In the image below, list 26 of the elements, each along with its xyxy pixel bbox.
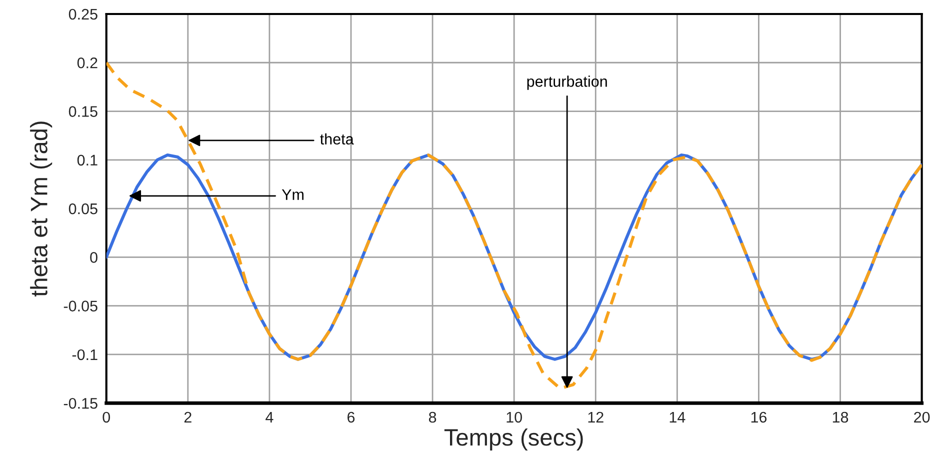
y-tick-label: 0.05 (68, 203, 98, 214)
y-tick-label: -0.05 (64, 300, 98, 312)
x-tick-label: 12 (588, 412, 604, 422)
x-tick-label: 4 (266, 412, 274, 422)
y-tick-label: -0.15 (64, 398, 98, 409)
annotation: perturbation (527, 76, 607, 90)
y-tick-label: 0 (90, 252, 98, 263)
y-tick-label: 0.2 (77, 57, 98, 68)
x-tick-label: 6 (348, 412, 355, 423)
y-tick-label: 0.15 (68, 106, 98, 117)
line-series (106, 61, 922, 390)
x-tick-label: 0 (102, 412, 110, 423)
y-tick-label: 0.1 (77, 154, 98, 166)
x-axis-title: Temps (secs) (444, 428, 583, 450)
y-tick-label: -0.1 (72, 349, 98, 360)
x-tick-label: 14 (670, 412, 686, 422)
x-tick-label: 16 (751, 412, 767, 423)
x-tick-label: 10 (506, 412, 522, 423)
y-axis-title: theta et Ym (rad) (30, 122, 52, 297)
x-tick-label: 20 (914, 412, 930, 423)
x-tick-label: 2 (184, 412, 192, 422)
y-tick-label: 0.25 (68, 8, 98, 20)
x-tick-label: 8 (428, 412, 436, 423)
annotation: theta (320, 133, 354, 145)
x-tick-label: 18 (832, 412, 848, 423)
annotation: Ym (282, 189, 304, 200)
